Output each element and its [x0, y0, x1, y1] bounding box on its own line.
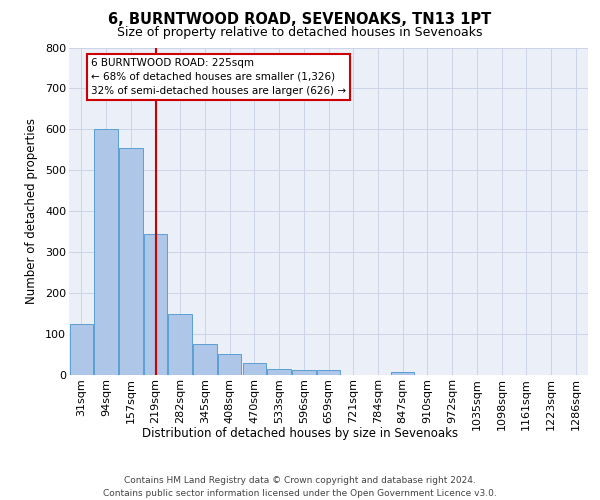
Text: Size of property relative to detached houses in Sevenoaks: Size of property relative to detached ho…	[117, 26, 483, 39]
Bar	[119, 148, 143, 375]
Text: Contains public sector information licensed under the Open Government Licence v3: Contains public sector information licen…	[103, 489, 497, 498]
Bar	[268, 370, 291, 375]
Bar	[193, 344, 217, 375]
Bar	[144, 234, 167, 375]
Bar	[169, 314, 192, 375]
Bar	[391, 372, 415, 375]
Bar	[94, 130, 118, 375]
Bar	[242, 362, 266, 375]
Text: 6 BURNTWOOD ROAD: 225sqm
← 68% of detached houses are smaller (1,326)
32% of sem: 6 BURNTWOOD ROAD: 225sqm ← 68% of detach…	[91, 58, 346, 96]
Bar	[317, 370, 340, 375]
Text: Contains HM Land Registry data © Crown copyright and database right 2024.: Contains HM Land Registry data © Crown c…	[124, 476, 476, 485]
Y-axis label: Number of detached properties: Number of detached properties	[25, 118, 38, 304]
Text: 6, BURNTWOOD ROAD, SEVENOAKS, TN13 1PT: 6, BURNTWOOD ROAD, SEVENOAKS, TN13 1PT	[109, 12, 491, 28]
Bar	[70, 324, 93, 375]
Bar	[292, 370, 316, 375]
Text: Distribution of detached houses by size in Sevenoaks: Distribution of detached houses by size …	[142, 428, 458, 440]
Bar	[218, 354, 241, 375]
